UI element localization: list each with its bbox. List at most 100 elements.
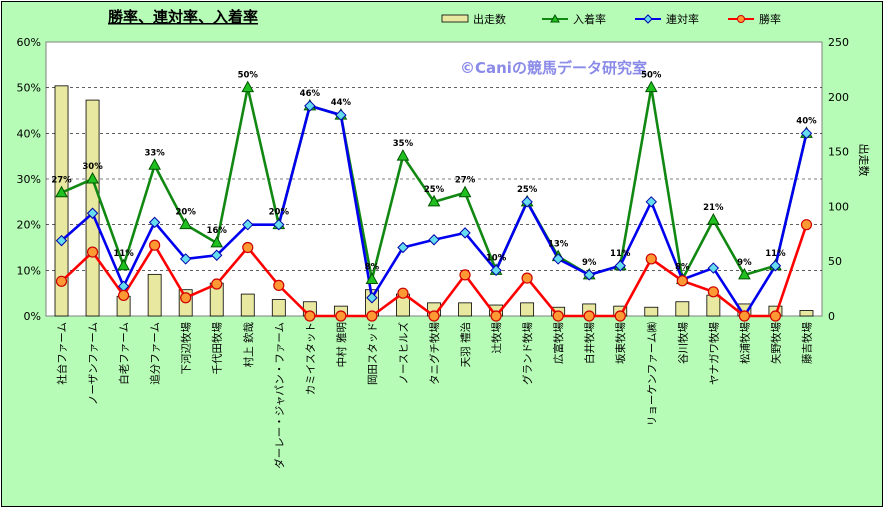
x-tick-label: ダーレー・ジャパン・ファーム: [273, 322, 286, 469]
x-tick-label: 下河辺牧場: [180, 322, 193, 375]
data-label: 50%: [641, 71, 662, 81]
point-win-rate: [180, 292, 192, 304]
y-right-tick: 100: [828, 200, 849, 213]
x-tick-label: 追分ファーム: [149, 322, 162, 385]
data-label: 44%: [331, 98, 352, 108]
y-left-tick: 10%: [17, 264, 41, 277]
data-label: 11%: [113, 249, 134, 259]
point-win-rate: [242, 241, 254, 254]
point-win-rate: [490, 310, 502, 322]
y-left-tick: 60%: [17, 36, 41, 49]
y-left-tick: 50%: [17, 82, 41, 95]
x-tick-label: 天羽 禮治: [459, 322, 472, 367]
point-quinella-rate: [552, 253, 564, 265]
point-quinella-rate: [521, 196, 533, 208]
x-tick-label: カミイスタット: [305, 322, 317, 395]
point-win-rate: [738, 310, 751, 322]
y-right-tick: 250: [828, 36, 849, 49]
data-label: 13%: [548, 240, 569, 250]
point-quinella-rate: [459, 227, 471, 239]
point-win-rate: [800, 219, 813, 231]
x-tick-label: 岡田スタッド: [367, 322, 379, 385]
point-win-rate: [304, 310, 316, 322]
x-tick-label: 坂東牧場: [614, 322, 627, 364]
legend-swatch: [441, 14, 469, 23]
y-left-tick: 30%: [17, 173, 41, 186]
x-tick-label: ヤナガワ牧場: [707, 322, 720, 385]
point-place-rate: [55, 185, 68, 198]
data-label: 8%: [675, 262, 690, 272]
point-win-rate: [86, 246, 99, 258]
x-tick-label: 白老ファーム: [118, 322, 131, 385]
x-tick-label: タニグチ牧場: [428, 322, 441, 385]
x-tick-label: 白井牧場: [583, 322, 596, 364]
bar-starts: [271, 299, 286, 317]
data-label: 21%: [703, 203, 724, 213]
point-place-rate: [427, 194, 441, 207]
point-win-rate: [211, 278, 223, 290]
point-quinella-rate: [583, 269, 595, 281]
point-place-rate: [241, 80, 255, 93]
point-place-rate: [644, 80, 658, 93]
point-quinella-rate: [273, 218, 285, 231]
y-left-tick: 40%: [17, 127, 41, 140]
point-win-rate: [552, 310, 564, 322]
point-quinella-rate: [614, 260, 626, 272]
y-right-tick: 200: [828, 91, 849, 104]
point-win-rate: [459, 269, 471, 281]
point-place-rate: [86, 171, 99, 184]
data-label: 20%: [176, 208, 197, 218]
bar-starts: [644, 306, 659, 317]
point-win-rate: [521, 272, 533, 284]
x-tick-label: 矢野牧場: [769, 322, 782, 364]
y-right-axis-label: 出走数: [857, 144, 871, 177]
point-quinella-rate: [304, 100, 316, 112]
point-win-rate: [428, 310, 440, 322]
data-label: 50%: [238, 71, 259, 81]
point-win-rate: [614, 310, 626, 322]
x-tick-label: リョーケンファーム㈱: [646, 322, 658, 427]
y-left-tick: 0%: [24, 310, 41, 323]
point-win-rate: [707, 286, 719, 298]
point-quinella-rate: [428, 234, 440, 246]
bar-starts: [675, 301, 690, 317]
y-right-tick: 0: [828, 310, 835, 323]
x-tick-label: 千代田牧場: [211, 322, 224, 375]
point-place-rate: [458, 185, 472, 198]
point-win-rate: [149, 239, 161, 251]
bar-starts: [520, 302, 535, 317]
data-label: 27%: [455, 176, 476, 186]
x-tick-label: 辻牧場: [490, 322, 503, 354]
point-place-rate: [365, 272, 379, 284]
data-label: 11%: [765, 249, 786, 259]
data-label: 10%: [486, 253, 507, 263]
point-win-rate: [397, 287, 409, 299]
bar-starts: [706, 294, 721, 317]
bar-starts: [240, 293, 255, 317]
point-win-rate: [645, 253, 657, 265]
point-quinella-rate: [179, 253, 192, 265]
x-tick-label: グランド牧場: [521, 322, 534, 385]
data-label: 9%: [582, 258, 597, 268]
data-label: 16%: [207, 226, 228, 236]
point-win-rate: [769, 310, 782, 322]
data-label: 25%: [424, 185, 445, 195]
legend-marker: [550, 13, 560, 23]
point-win-rate: [366, 310, 378, 322]
legend-marker: [643, 14, 653, 24]
point-win-rate: [676, 275, 688, 287]
point-quinella-rate: [55, 234, 68, 247]
bar-starts: [147, 273, 162, 317]
point-quinella-rate: [211, 249, 223, 261]
bar-starts: [799, 310, 814, 317]
point-quinella-rate: [335, 109, 347, 121]
x-tick-label: 村上 欽哉: [242, 322, 255, 368]
data-label: 27%: [51, 176, 72, 186]
point-quinella-rate: [707, 262, 720, 274]
data-label: 30%: [82, 162, 103, 172]
point-quinella-rate: [397, 241, 409, 254]
watermark: ©Caniの競馬データ研究室: [460, 59, 647, 77]
point-place-rate: [396, 149, 410, 161]
x-tick-label: 谷川牧場: [676, 322, 689, 364]
